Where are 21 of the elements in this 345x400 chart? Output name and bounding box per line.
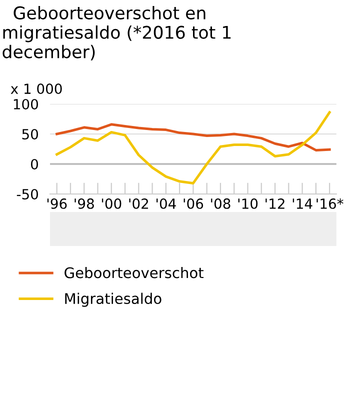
chart-title: Geboorteoverschot en migratiesaldo (*2016 tot 1 december) [2,6,231,60]
legend-label: Geboorteoverschot [64,266,204,278]
x-tick-label: '10 [238,198,258,209]
line-series [56,123,331,152]
x-tick-label: '98 [74,198,94,209]
x-tick-label: '00 [102,198,122,209]
x-tick-label: '08 [211,198,230,209]
legend-label: Migratiesaldo [65,292,162,307]
x-tick-label: '02 [129,198,148,209]
y-axis-title: x 1 000 [10,84,62,94]
y-tick-label: 100 [14,98,38,110]
y-tick-label: -50 [16,188,38,200]
x-tick-label: '06 [184,198,204,209]
x-tick-label: '14 [292,198,312,209]
x-tick-label: '04 [156,198,176,209]
x-tick-label: '96 [47,198,67,209]
y-tick-label: 50 [22,128,38,140]
x-tick-label: '12 [266,198,284,209]
line-series [56,111,331,184]
y-tick-label: 0 [30,158,38,170]
x-tick-label: '16* [316,198,344,209]
